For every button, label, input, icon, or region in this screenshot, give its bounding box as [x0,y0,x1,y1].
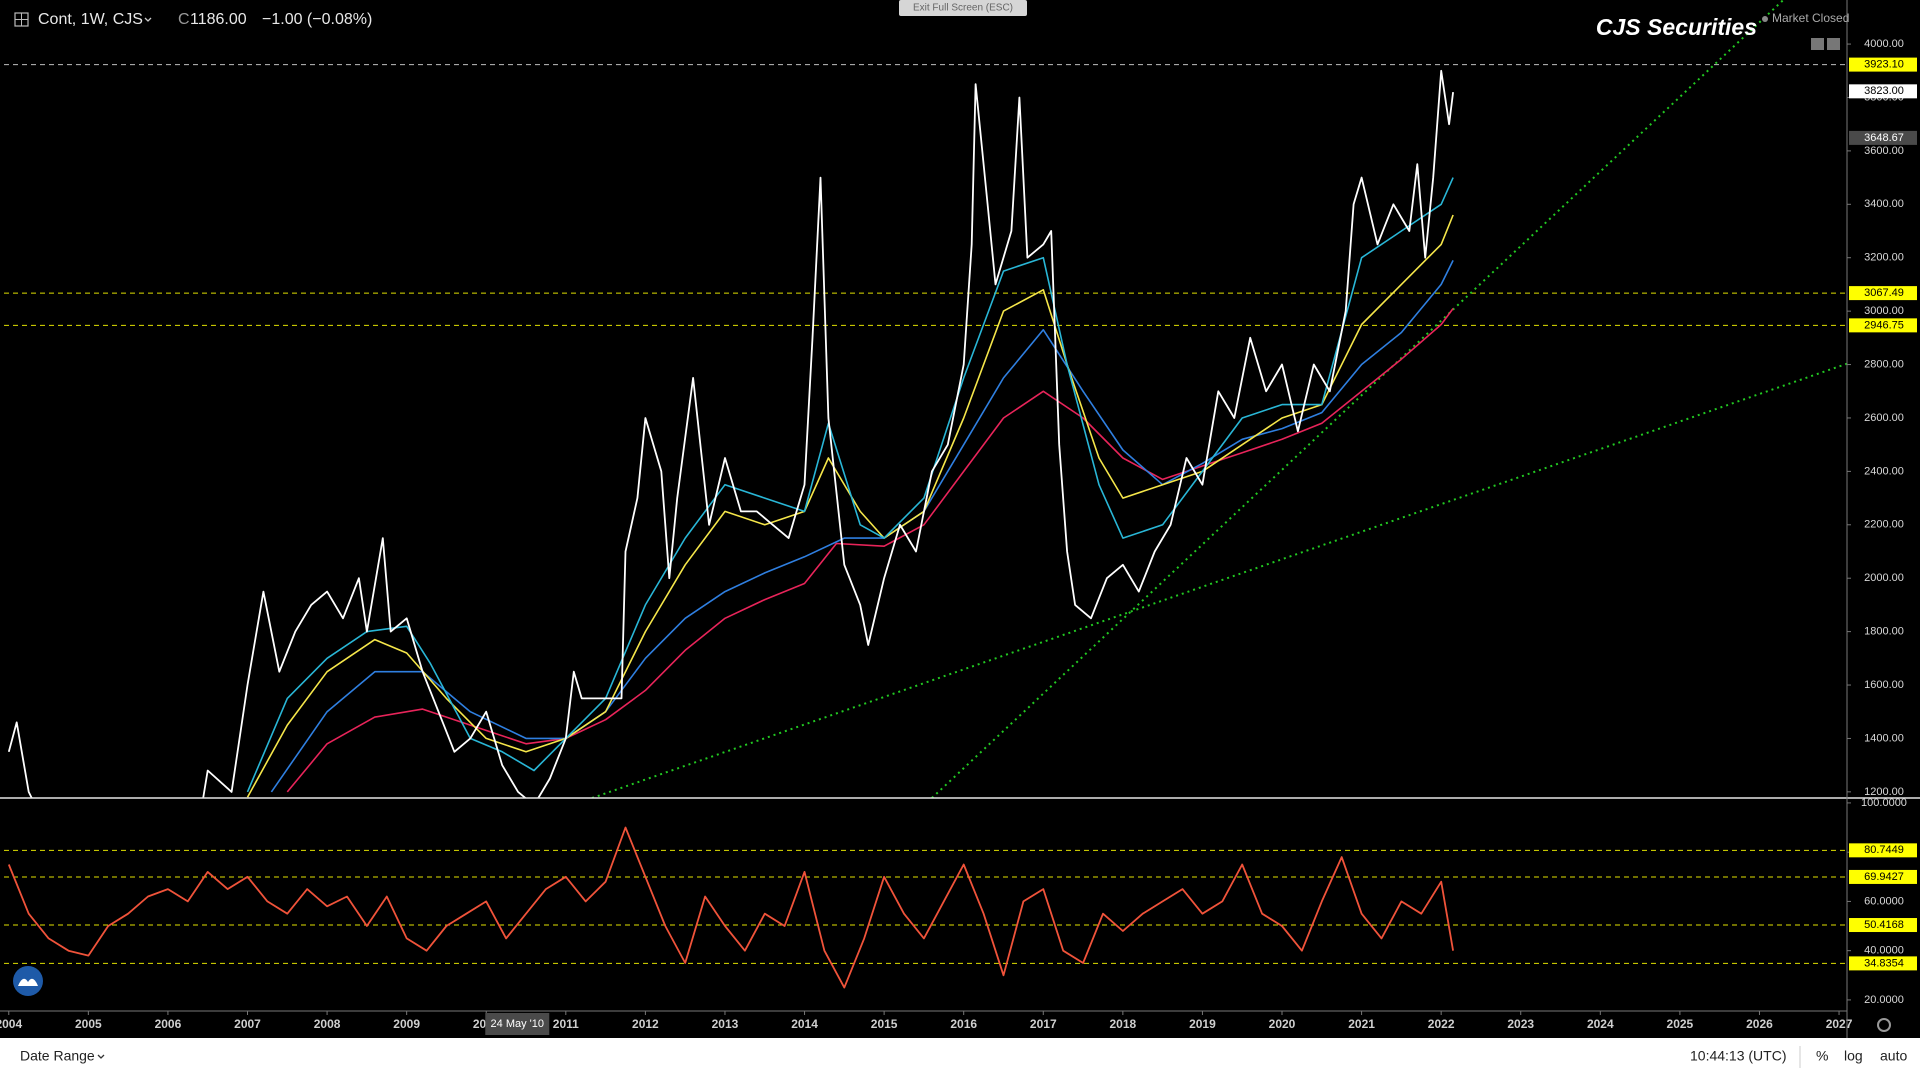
indicator-line [246,214,1454,798]
price-change: −1.00 (−0.08%) [262,11,372,28]
level-label: 3067.49 [1864,287,1904,299]
brand: CJS Securities [1596,14,1757,40]
footer-bar [0,1038,1920,1080]
rsi-pane [4,826,1847,989]
level-label-box [1849,286,1917,301]
x-tick-label: 2021 [1348,1017,1375,1031]
level-label: 3923.10 [1864,59,1904,71]
logo-badge[interactable] [13,966,43,996]
close-price: 1186.00 [190,11,247,28]
price-pane [4,0,1847,798]
exit-fullscreen-button[interactable] [899,0,1027,16]
level-label-box [1849,918,1917,933]
level-label: 50.4168 [1864,919,1904,931]
price-line [7,826,1454,989]
x-tick-label: 2018 [1109,1017,1136,1031]
pane-button[interactable] [1827,38,1840,50]
x-tick-label: 2011 [553,1017,579,1031]
y-tick-label: 60.0000 [1864,895,1904,907]
settings-gear[interactable] [1877,1018,1891,1032]
y-tick-label: 100.0000 [1861,797,1907,809]
trendline [931,0,1784,798]
y-tick-label: 1600.00 [1864,679,1904,691]
price-marker-label: 3823.00 [1864,85,1904,97]
x-tick-label: 2008 [314,1017,341,1031]
y-tick-label: 20.0000 [1864,994,1904,1006]
crosshair-time-box [485,1013,550,1035]
chart-background [0,0,1920,1038]
x-tick-label: 2027 [1826,1017,1853,1031]
level-label: 2946.75 [1864,319,1904,331]
y-tick-label: 3600.00 [1864,145,1904,157]
status-dot [1762,16,1768,22]
y-tick-label: 3400.00 [1864,198,1904,210]
level-label: 80.7449 [1864,844,1904,856]
y-tick-label: 2400.00 [1864,465,1904,477]
x-tick-label: 2006 [155,1017,182,1031]
indicator-line [246,177,1454,793]
pane-button[interactable] [1811,38,1824,50]
y-tick-label: 2000.00 [1864,572,1904,584]
indicator-line [286,308,1454,793]
y-tick-label: 2800.00 [1864,358,1904,370]
y-tick-label: 2200.00 [1864,519,1904,531]
price-line [7,69,1454,798]
symbol[interactable]: Cont, 1W, CJS [38,11,143,28]
x-tick-label: 2005 [75,1017,102,1031]
level-label-box [1849,57,1917,72]
date-range-chevron [97,1054,105,1059]
price-marker-box [1849,130,1917,145]
x-tick-label: 2012 [632,1017,659,1031]
header: Cont, 1W, CJS C 1186.00 −1.00 (−0.08%) E… [13,0,1849,996]
level-label-box [1849,869,1917,884]
price-marker-box [1849,84,1917,99]
level-label: 69.9427 [1864,871,1904,883]
log-toggle[interactable]: log [1844,1048,1863,1064]
y-tick-label: 2600.00 [1864,412,1904,424]
market-status: Market Closed [1772,11,1849,25]
y-tick-label: 4000.00 [1864,38,1904,50]
level-label-box [1849,956,1917,971]
x-tick-label: 2007 [234,1017,261,1031]
x-tick-label: 2022 [1428,1017,1455,1031]
level-label-box [1849,843,1917,858]
x-tick-label: 2014 [791,1017,818,1031]
price-marker-label: 3648.67 [1864,132,1904,144]
level-label: 34.8354 [1864,957,1904,969]
x-tick-label: 2019 [1189,1017,1216,1031]
auto-toggle[interactable]: auto [1880,1048,1907,1064]
x-tick-label: 2016 [950,1017,977,1031]
logo-glyph [18,978,38,986]
y-tick-label: 40.0000 [1864,945,1904,957]
date-range-button[interactable]: Date Range [20,1048,95,1064]
clock: 10:44:13 (UTC) [1690,1048,1786,1064]
y-tick-label: 1800.00 [1864,626,1904,638]
x-tick-label: 2020 [1269,1017,1296,1031]
x-tick-label: 2024 [1587,1017,1614,1031]
x-tick-label: 2023 [1507,1017,1534,1031]
level-label-box [1849,318,1917,333]
x-tick-label: 2026 [1746,1017,1773,1031]
percent-toggle[interactable]: % [1816,1048,1828,1064]
axes: 1200.00 1400.00 1600.00 1800.00 2000.00 2200.… [0,38,1917,1035]
exit-fullscreen-text: Exit Full Screen (ESC) [913,3,1013,14]
x-tick-label: 2017 [1030,1017,1057,1031]
x-tick-label: 2009 [393,1017,420,1031]
x-tick-label: 2004 [0,1017,22,1031]
x-tick-label: 2025 [1667,1017,1694,1031]
footer: Date Range 10:44:13 (UTC) % log auto [0,1038,1920,1080]
crosshair-time-label: 24 May '10 [491,1018,544,1030]
y-tick-label: 3000.00 [1864,305,1904,317]
y-tick-label: 1400.00 [1864,732,1904,744]
x-tick-label: 2013 [712,1017,739,1031]
y-tick-label: 3200.00 [1864,252,1904,264]
symbol-chevron [144,17,152,22]
close-prefix: C [178,11,190,28]
x-tick-label: 2015 [871,1017,898,1031]
y-tick-label: 1200.00 [1864,786,1904,798]
